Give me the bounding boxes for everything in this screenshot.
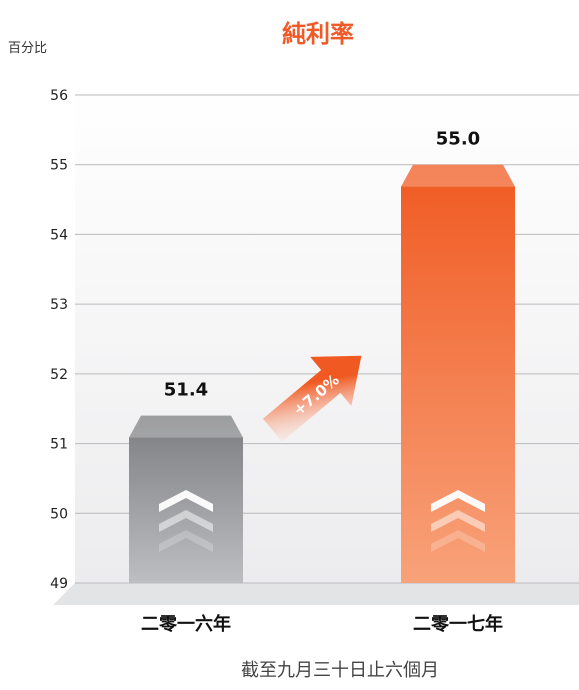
change-arrow-shape [262, 355, 362, 442]
chevron-up-icon [159, 530, 213, 552]
bar-2017 [401, 164, 515, 583]
y-tick-label: 51 [50, 437, 68, 453]
bar-shape [129, 415, 243, 583]
bar-top-facet [401, 164, 515, 187]
x-category-label: 二零一六年 [141, 613, 231, 635]
y-tick-label: 56 [50, 88, 68, 104]
bar-value-label: 55.0 [436, 129, 480, 150]
chevron-up-icon [159, 510, 213, 532]
chart-title: 純利率 [282, 20, 354, 48]
y-tick-label: 52 [50, 367, 68, 383]
y-tick-label: 50 [50, 506, 68, 522]
chevron-up-icon [431, 490, 485, 512]
x-axis-label: 截至九月三十日止六個月 [241, 660, 439, 681]
plot-floor [53, 583, 579, 605]
y-axis-label: 百分比 [8, 41, 47, 56]
bar-shape [401, 164, 515, 583]
y-tick-label: 54 [50, 227, 68, 243]
chevron-up-icon [159, 490, 213, 512]
y-tick-label: 49 [50, 576, 68, 592]
bar-value-label: 51.4 [164, 380, 208, 401]
chevron-up-icon [431, 510, 485, 532]
x-category-label: 二零一七年 [413, 613, 503, 635]
bar-top-facet [129, 415, 243, 438]
chevron-up-icon [431, 530, 485, 552]
y-tick-label: 55 [50, 158, 68, 174]
y-tick-label: 53 [50, 297, 68, 313]
bar-2016 [129, 415, 243, 583]
